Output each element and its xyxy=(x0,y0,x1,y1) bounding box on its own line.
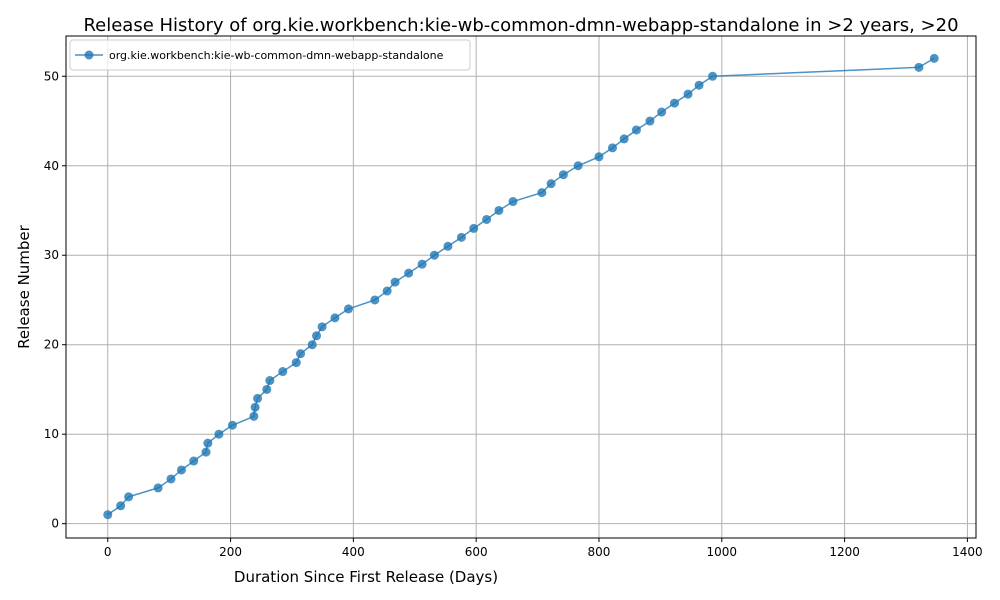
data-point xyxy=(153,483,163,493)
data-point xyxy=(253,393,263,403)
data-point xyxy=(227,420,237,430)
data-point xyxy=(456,232,466,242)
x-axis-ticks: 0 200 400 600 800 1000 1200 1400 xyxy=(104,538,983,559)
y-tick-label: 20 xyxy=(44,338,59,352)
x-tick-label: 800 xyxy=(588,545,611,559)
data-point xyxy=(312,331,322,341)
data-point xyxy=(166,474,176,484)
data-point xyxy=(914,62,924,72)
chart-title: Release History of org.kie.workbench:kie… xyxy=(83,15,958,36)
data-point xyxy=(594,152,604,162)
series-line xyxy=(107,57,935,516)
legend: org.kie.workbench:kie-wb-common-dmn-weba… xyxy=(69,39,471,71)
data-point xyxy=(494,205,504,215)
data-point xyxy=(203,438,213,448)
legend-marker xyxy=(84,50,94,60)
data-point xyxy=(429,250,439,260)
y-tick-label: 10 xyxy=(44,427,59,441)
data-point xyxy=(330,313,340,323)
y-axis-ticks: 0 10 20 30 40 50 xyxy=(44,69,66,531)
x-tick-label: 0 xyxy=(104,545,112,559)
data-point xyxy=(558,170,568,180)
data-point xyxy=(201,447,211,457)
legend-box xyxy=(69,39,471,71)
data-point xyxy=(573,161,583,171)
x-tick-label: 1200 xyxy=(829,545,860,559)
x-tick-label: 600 xyxy=(465,545,488,559)
data-point xyxy=(278,367,288,377)
data-point xyxy=(307,340,317,350)
data-point xyxy=(929,53,939,63)
data-point xyxy=(537,188,547,198)
data-point xyxy=(317,322,327,332)
x-tick-label: 200 xyxy=(219,545,242,559)
data-point xyxy=(249,411,259,421)
y-tick-label: 50 xyxy=(44,69,59,83)
data-point xyxy=(670,98,680,108)
data-point xyxy=(343,304,353,314)
x-tick-label: 400 xyxy=(342,545,365,559)
data-point xyxy=(645,116,655,126)
data-point xyxy=(631,125,641,135)
data-point xyxy=(683,89,693,99)
data-point xyxy=(390,277,400,287)
data-point xyxy=(214,429,224,439)
data-point xyxy=(619,134,629,144)
grid xyxy=(66,36,976,538)
data-point xyxy=(176,465,186,475)
data-point xyxy=(404,268,414,278)
data-point xyxy=(250,402,260,412)
y-tick-label: 0 xyxy=(51,517,59,531)
x-tick-label: 1400 xyxy=(952,545,983,559)
y-tick-label: 40 xyxy=(44,159,59,173)
x-axis-label: Duration Since First Release (Days) xyxy=(234,568,498,586)
data-point xyxy=(370,295,380,305)
x-tick-label: 1000 xyxy=(707,545,738,559)
data-point xyxy=(694,80,704,90)
series-layer xyxy=(103,53,939,520)
data-point xyxy=(657,107,667,117)
data-point xyxy=(265,376,275,386)
data-point xyxy=(469,223,479,233)
y-axis-label: Release Number xyxy=(15,224,33,348)
data-point xyxy=(546,179,556,189)
data-point xyxy=(508,197,518,207)
data-point xyxy=(417,259,427,269)
data-point xyxy=(443,241,453,251)
data-point xyxy=(189,456,199,466)
data-point xyxy=(262,384,272,394)
data-point xyxy=(382,286,392,296)
y-tick-label: 30 xyxy=(44,248,59,262)
plot-frame xyxy=(65,35,977,539)
data-point xyxy=(291,358,301,368)
data-point xyxy=(124,492,134,502)
data-point xyxy=(482,214,492,224)
data-point xyxy=(708,71,718,81)
legend-label: org.kie.workbench:kie-wb-common-dmn-weba… xyxy=(109,49,444,62)
data-point xyxy=(607,143,617,153)
data-point xyxy=(116,501,126,511)
data-point xyxy=(296,349,306,359)
data-point xyxy=(103,510,113,520)
